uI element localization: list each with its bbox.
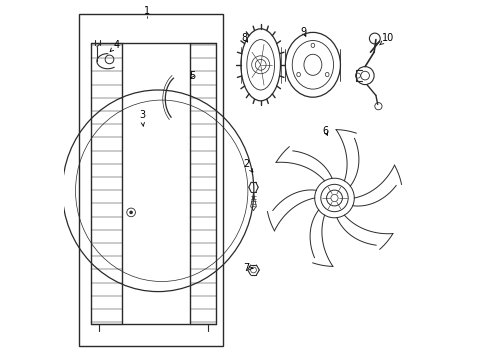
Text: 3: 3 xyxy=(139,110,144,126)
Text: 8: 8 xyxy=(241,33,247,43)
Text: 1: 1 xyxy=(144,6,150,16)
Text: 7: 7 xyxy=(243,263,249,273)
Bar xyxy=(79,14,223,346)
Text: 6: 6 xyxy=(322,126,328,136)
Text: 10: 10 xyxy=(379,33,394,45)
Text: 4: 4 xyxy=(110,40,120,51)
Bar xyxy=(122,50,190,317)
Text: 5: 5 xyxy=(189,71,195,81)
Circle shape xyxy=(129,211,133,214)
Text: 9: 9 xyxy=(300,27,306,37)
Text: 2: 2 xyxy=(243,159,252,172)
